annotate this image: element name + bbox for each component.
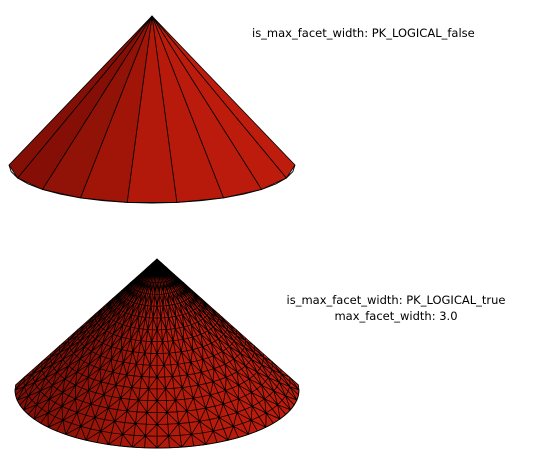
fine-cone-render xyxy=(14,258,300,449)
cone-facet xyxy=(218,313,229,325)
cone-facet xyxy=(77,321,87,331)
caption-line: is_max_facet_width: PK_LOGICAL_true xyxy=(286,293,506,307)
cone-facet xyxy=(200,298,211,309)
cone-facet xyxy=(289,376,300,391)
cone-facet xyxy=(183,282,193,293)
cone-facet xyxy=(253,345,264,358)
caption-line: max_facet_width: 3.0 xyxy=(334,309,458,323)
cone-facet xyxy=(14,376,25,391)
cone-base-edge xyxy=(8,164,296,204)
cone-facet xyxy=(112,290,122,299)
cone-facet xyxy=(236,329,247,342)
cone-facet xyxy=(94,305,105,315)
coarse-cone-render xyxy=(8,15,296,204)
cone-facet xyxy=(24,368,34,378)
cone-base-edge xyxy=(14,389,300,449)
cone-facet xyxy=(165,266,176,276)
caption-line: is_max_facet_width: PK_LOGICAL_false xyxy=(252,26,475,40)
caption-fine: is_max_facet_width: PK_LOGICAL_true max_… xyxy=(265,292,527,324)
cone-facet xyxy=(59,337,69,346)
cone-facet xyxy=(271,360,282,374)
cone-facet xyxy=(41,353,52,362)
cone-facet xyxy=(130,274,140,283)
caption-coarse: is_max_facet_width: PK_LOGICAL_false xyxy=(252,25,475,41)
cone-facet xyxy=(8,15,153,179)
